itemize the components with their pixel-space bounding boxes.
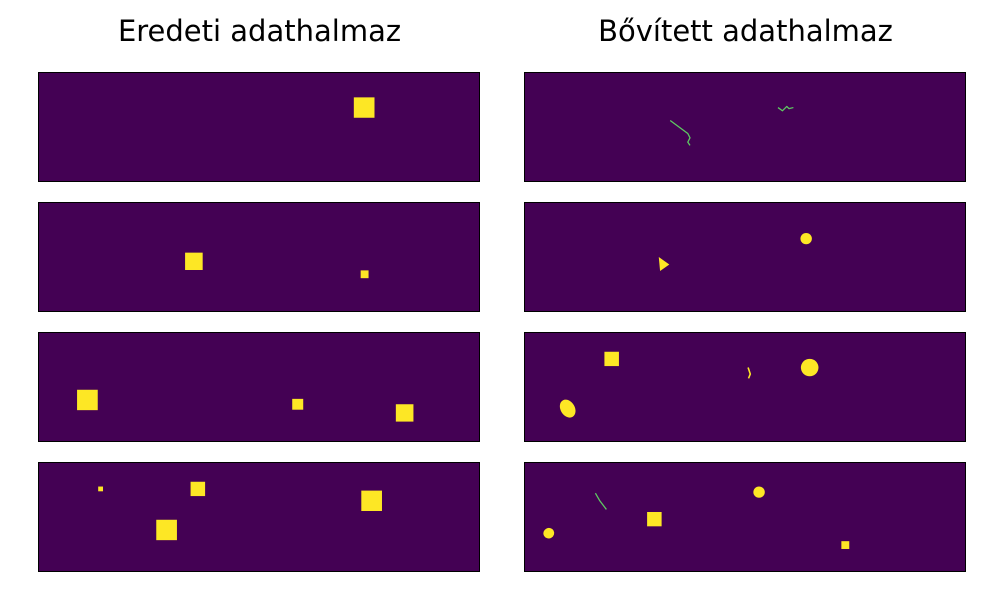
mask-image xyxy=(39,73,479,181)
mask-object-square xyxy=(360,270,369,279)
original-mask-panel-2 xyxy=(38,202,480,312)
column-title-augmented: Bővített adathalmaz xyxy=(598,14,893,48)
mask-background xyxy=(525,333,965,441)
mask-object-square xyxy=(361,490,382,511)
augmented-mask-panel-1 xyxy=(524,72,966,182)
mask-object-square xyxy=(647,511,662,527)
mask-object-ellipse xyxy=(559,399,576,418)
mask-object-square xyxy=(190,481,206,497)
mask-object-square xyxy=(98,486,104,492)
mask-object-ellipse xyxy=(543,527,555,539)
mask-image xyxy=(525,333,965,441)
augmented-mask-panel-4 xyxy=(524,462,966,572)
augmented-mask-panel-2 xyxy=(524,202,966,312)
mask-object-square xyxy=(292,398,304,410)
mask-object-arc xyxy=(747,367,752,379)
column-title-original: Eredeti adathalmaz xyxy=(117,14,402,48)
mask-background xyxy=(39,333,479,441)
original-mask-panel-4 xyxy=(38,462,480,572)
original-mask-panel-1 xyxy=(38,72,480,182)
mask-background xyxy=(39,203,479,311)
mask-image xyxy=(525,73,965,181)
mask-object-line xyxy=(777,105,794,112)
original-mask-panel-3 xyxy=(38,332,480,442)
mask-image xyxy=(39,463,479,571)
mask-object-line xyxy=(594,492,607,510)
mask-object-square xyxy=(185,252,203,270)
mask-background xyxy=(39,73,479,181)
mask-object-circle xyxy=(753,486,765,498)
mask-object-circle xyxy=(800,232,812,245)
mask-background xyxy=(525,203,965,311)
mask-image xyxy=(39,203,479,311)
mask-object-square xyxy=(395,404,414,422)
mask-image xyxy=(39,333,479,441)
mask-object-square xyxy=(77,389,98,411)
mask-object-square xyxy=(156,519,177,541)
mask-background xyxy=(525,463,965,571)
mask-object-triangle xyxy=(658,257,670,272)
mask-background xyxy=(39,463,479,571)
mask-object-line xyxy=(669,120,691,146)
mask-object-circle xyxy=(800,358,819,377)
mask-object-square xyxy=(353,97,375,118)
mask-object-square xyxy=(604,351,619,367)
mask-image xyxy=(525,203,965,311)
mask-object-square xyxy=(841,541,850,549)
mask-image xyxy=(525,463,965,571)
mask-background xyxy=(525,73,965,181)
augmented-mask-panel-3 xyxy=(524,332,966,442)
